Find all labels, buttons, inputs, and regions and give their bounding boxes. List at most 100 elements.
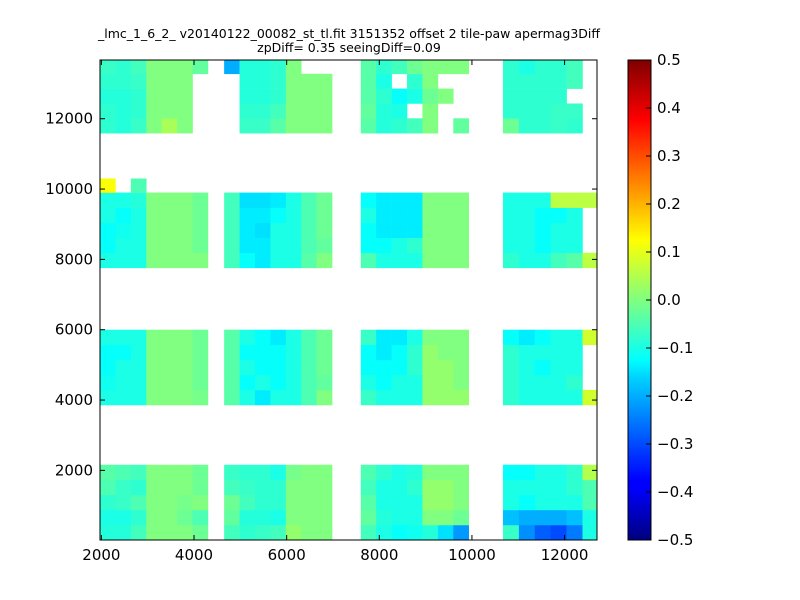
heatmap-cell bbox=[239, 252, 256, 269]
heatmap-cell bbox=[550, 207, 567, 223]
heatmap-cell bbox=[177, 329, 193, 346]
heatmap-cell bbox=[192, 329, 209, 346]
heatmap-cell bbox=[502, 389, 520, 406]
heatmap-cell bbox=[437, 192, 454, 208]
x-tick-label: 2000 bbox=[82, 546, 120, 564]
heatmap-cell bbox=[360, 494, 377, 511]
heatmap-cell bbox=[316, 524, 333, 541]
heatmap-cell bbox=[100, 88, 116, 104]
heatmap-cell bbox=[422, 60, 439, 75]
heatmap-cell bbox=[301, 524, 317, 541]
heatmap-cell bbox=[100, 222, 116, 239]
heatmap-cell bbox=[550, 118, 567, 134]
heatmap-cell bbox=[100, 524, 116, 541]
heatmap-cell bbox=[146, 73, 162, 89]
colorbar-tick-label: −0.4 bbox=[657, 483, 693, 501]
heatmap-cell bbox=[161, 494, 178, 511]
heatmap-cell bbox=[407, 344, 423, 361]
x-axis: 2000 4000 6000 8000 10000 12000 bbox=[82, 60, 588, 564]
heatmap-cell bbox=[146, 118, 162, 134]
heatmap-cell bbox=[100, 374, 116, 391]
heatmap-cell bbox=[534, 464, 551, 481]
heatmap-cell bbox=[146, 389, 162, 406]
heatmap-cell bbox=[407, 118, 423, 134]
heatmap-cell bbox=[453, 118, 469, 134]
heatmap-cell bbox=[360, 524, 377, 541]
heatmap-cell bbox=[254, 207, 271, 223]
heatmap-cell bbox=[518, 359, 536, 376]
heatmap-cell bbox=[360, 374, 377, 391]
heatmap-cell bbox=[115, 252, 132, 269]
heatmap-cell bbox=[453, 494, 469, 511]
heatmap-cell bbox=[407, 494, 423, 511]
heatmap-cell bbox=[161, 479, 178, 496]
x-tick-label: 12000 bbox=[541, 546, 589, 564]
heatmap-cell bbox=[146, 374, 162, 391]
heatmap-cell bbox=[407, 479, 423, 496]
heatmap-cell bbox=[582, 192, 598, 208]
heatmap-cell bbox=[534, 207, 551, 223]
heatmap-cell bbox=[566, 359, 583, 376]
heatmap-cell bbox=[550, 103, 567, 119]
heatmap-cell bbox=[239, 509, 256, 526]
heatmap-cell bbox=[161, 207, 178, 223]
heatmap-cell bbox=[301, 344, 317, 361]
heatmap-cell bbox=[161, 359, 178, 376]
heatmap-cell bbox=[437, 207, 454, 223]
heatmap-cell bbox=[437, 389, 454, 406]
heatmap-cell bbox=[518, 329, 536, 346]
heatmap-cell bbox=[437, 252, 454, 269]
heatmap-cell bbox=[534, 359, 551, 376]
heatmap-cell bbox=[115, 374, 132, 391]
heatmap-cell bbox=[254, 60, 271, 75]
heatmap-cell bbox=[177, 374, 193, 391]
heatmap-cell bbox=[177, 464, 193, 481]
heatmap-cell bbox=[239, 464, 256, 481]
heatmap-cell bbox=[437, 494, 454, 511]
heatmap-cell bbox=[224, 509, 240, 526]
heatmap-cell bbox=[502, 222, 520, 239]
heatmap-cell bbox=[422, 524, 439, 541]
heatmap-cell bbox=[360, 237, 377, 254]
heatmap-cell bbox=[146, 60, 162, 75]
heatmap-cell bbox=[407, 509, 423, 526]
heatmap-cell bbox=[534, 329, 551, 346]
heatmap-cell bbox=[285, 464, 302, 481]
plot-frame bbox=[99, 59, 598, 541]
heatmap-cell bbox=[239, 73, 256, 89]
heatmap-cell bbox=[422, 479, 439, 496]
heatmap-cell bbox=[146, 207, 162, 223]
heatmap-cell bbox=[177, 252, 193, 269]
heatmap-cell bbox=[270, 509, 287, 526]
heatmap-cell bbox=[502, 344, 520, 361]
heatmap-cell bbox=[115, 494, 132, 511]
heatmap-cell bbox=[566, 464, 583, 481]
colorbar-tick-label: 0.4 bbox=[657, 99, 681, 117]
heatmap-cell bbox=[376, 479, 392, 496]
heatmap-cell bbox=[422, 252, 439, 269]
heatmap-cell bbox=[146, 103, 162, 119]
heatmap-cell bbox=[550, 60, 567, 75]
heatmap-cell bbox=[360, 103, 377, 119]
heatmap-cell bbox=[285, 222, 302, 239]
heatmap-cell bbox=[177, 192, 193, 208]
heatmap-cell bbox=[177, 509, 193, 526]
heatmap-cell bbox=[177, 524, 193, 541]
heatmap-cell bbox=[161, 329, 178, 346]
heatmap-cell bbox=[422, 329, 439, 346]
heatmap-cell bbox=[270, 207, 287, 223]
heatmap-cell bbox=[502, 329, 520, 346]
heatmap-cell bbox=[130, 374, 147, 391]
heatmap-cell bbox=[502, 207, 520, 223]
heatmap-cell bbox=[582, 494, 598, 511]
heatmap-cell bbox=[192, 524, 209, 541]
heatmap-cell bbox=[239, 192, 256, 208]
heatmap-cell bbox=[192, 192, 209, 208]
heatmap-cell bbox=[285, 344, 302, 361]
heatmap-cell bbox=[161, 344, 178, 361]
heatmap-cell bbox=[115, 464, 132, 481]
heatmap-cell bbox=[391, 359, 408, 376]
heatmap-cell bbox=[566, 524, 583, 541]
heatmap-cell bbox=[502, 103, 520, 119]
heatmap-cell bbox=[518, 73, 536, 89]
